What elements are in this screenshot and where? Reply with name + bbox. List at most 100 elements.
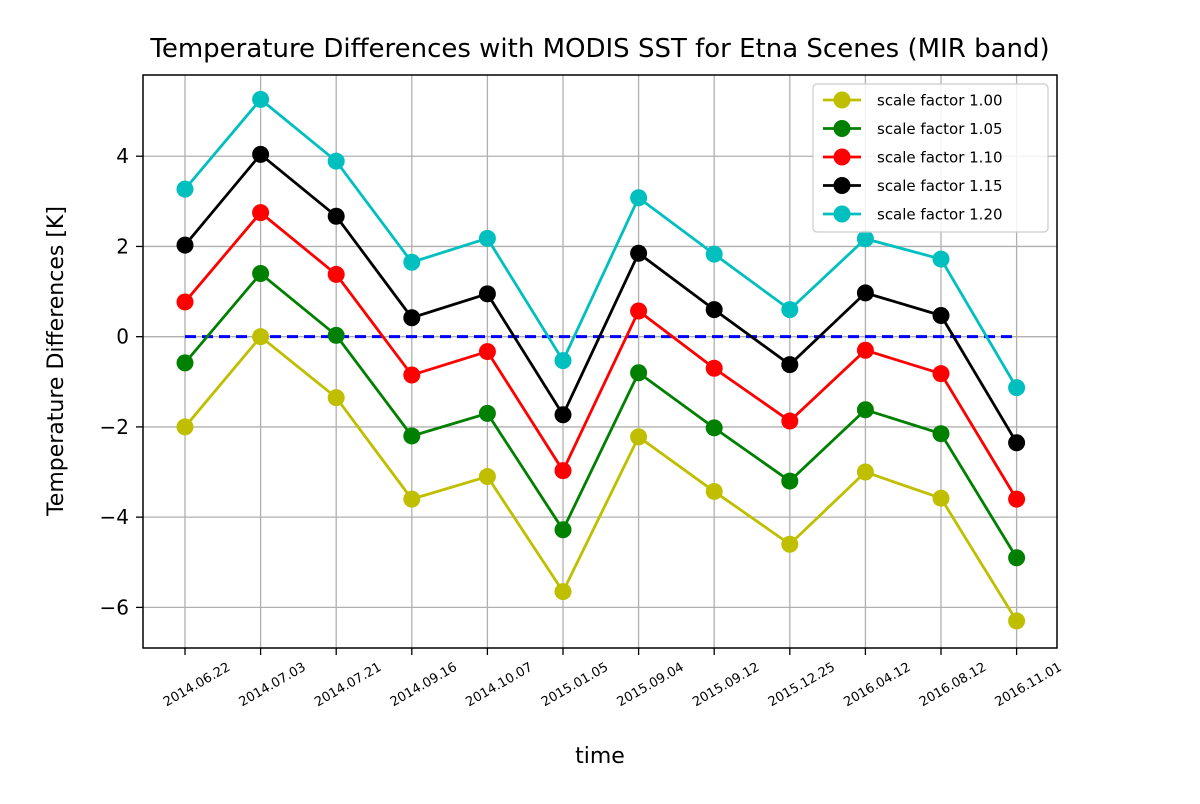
chart-title: Temperature Differences with MODIS SST f… xyxy=(149,34,1049,64)
series-point xyxy=(705,359,723,377)
series-point xyxy=(705,245,723,263)
series-point xyxy=(705,482,723,500)
legend-marker xyxy=(833,91,851,109)
series-point xyxy=(554,583,572,601)
series-point xyxy=(630,364,648,382)
series-line xyxy=(183,271,1018,559)
series-point xyxy=(1008,612,1026,630)
x-tick-label: 2015.01.05 xyxy=(539,660,611,710)
x-tick-label: 2014.07.21 xyxy=(312,660,384,710)
legend-item: scale factor 1.20 xyxy=(823,205,1003,224)
series-point xyxy=(554,462,572,480)
legend-item: scale factor 1.10 xyxy=(823,148,1003,167)
series-point xyxy=(554,521,572,539)
series-point xyxy=(856,284,874,302)
series-line xyxy=(183,210,1018,500)
series-2 xyxy=(176,265,1026,567)
series-point xyxy=(932,489,950,507)
series-3 xyxy=(176,204,1026,508)
series-point xyxy=(932,306,950,324)
series-point xyxy=(630,302,648,320)
series-1 xyxy=(176,328,1026,630)
series-point xyxy=(1008,549,1026,567)
legend-marker xyxy=(833,177,851,194)
series-point xyxy=(856,341,874,359)
series-point xyxy=(478,468,496,486)
series-point xyxy=(327,326,345,344)
x-tick-label: 2016.11.01 xyxy=(993,660,1065,710)
x-tick-label: 2015.09.04 xyxy=(615,660,687,710)
series-point xyxy=(478,229,496,247)
series-point xyxy=(1008,379,1026,397)
series-line xyxy=(183,334,1018,622)
series-point xyxy=(478,285,496,303)
y-tick-label: −6 xyxy=(100,595,129,619)
series-point xyxy=(630,244,648,262)
series-point xyxy=(252,204,270,222)
y-tick-label: 2 xyxy=(116,234,129,258)
series-point xyxy=(176,354,194,372)
series-point xyxy=(856,230,874,248)
series-point xyxy=(781,535,799,553)
x-tick-label: 2014.06.22 xyxy=(161,660,233,710)
series-point xyxy=(327,207,345,225)
legend-box xyxy=(812,83,1049,233)
y-tick-label: −2 xyxy=(100,415,129,439)
series-point xyxy=(252,328,270,346)
x-tick-label: 2014.10.07 xyxy=(463,660,535,710)
y-axis-label: Temperature Differences [K] xyxy=(44,206,69,517)
series-point xyxy=(932,250,950,268)
y-tick-label: −4 xyxy=(100,505,129,529)
series-point xyxy=(176,236,194,254)
series-point xyxy=(554,406,572,424)
x-tick-label: 2014.07.03 xyxy=(237,660,309,710)
series-point xyxy=(781,301,799,319)
series-line xyxy=(183,152,1018,444)
x-tick-label: 2016.04.12 xyxy=(841,660,913,710)
x-axis-label: time xyxy=(575,744,625,769)
legend-item: scale factor 1.05 xyxy=(823,120,1003,138)
series-point xyxy=(327,265,345,283)
legend-label: scale factor 1.05 xyxy=(877,120,1003,138)
legend-marker xyxy=(833,148,851,166)
series-point xyxy=(478,404,496,422)
legend-label: scale factor 1.20 xyxy=(877,206,1003,224)
series-point xyxy=(630,428,648,446)
series-point xyxy=(403,309,421,327)
x-axis: 2014.06.22 2014.07.03 2014.07.21 2014.09.16… xyxy=(161,648,1065,710)
legend-label: scale factor 1.10 xyxy=(877,149,1003,167)
series-line xyxy=(183,97,1018,389)
plot-frame xyxy=(142,74,1058,649)
series-point xyxy=(403,427,421,445)
x-tick-label: 2016.08.12 xyxy=(917,660,989,710)
series-point xyxy=(856,463,874,481)
y-tick-label: 4 xyxy=(116,144,129,168)
series-point xyxy=(478,343,496,361)
series-point xyxy=(176,180,194,198)
series-point xyxy=(705,301,723,319)
series-point xyxy=(403,490,421,508)
series-point xyxy=(781,356,799,374)
series-point xyxy=(554,352,572,370)
series-point xyxy=(1008,434,1026,452)
series-point xyxy=(932,365,950,383)
series-point xyxy=(856,401,874,419)
series-point xyxy=(252,145,270,163)
series-point xyxy=(327,152,345,170)
y-tick-label: 0 xyxy=(116,325,129,349)
series-point xyxy=(176,418,194,436)
series-4 xyxy=(176,145,1026,452)
x-tick-label: 2015.09.12 xyxy=(690,660,762,710)
series-point xyxy=(781,472,799,490)
series-point xyxy=(781,412,799,430)
series-point xyxy=(630,189,648,207)
x-tick-label: 2015.12.25 xyxy=(766,660,838,710)
legend-marker xyxy=(833,205,851,223)
legend: scale factor 1.00 scale factor 1.05 scale … xyxy=(812,83,1049,233)
series-point xyxy=(252,90,270,108)
series-5 xyxy=(176,90,1026,397)
legend-label: scale factor 1.00 xyxy=(877,92,1003,110)
series-layer xyxy=(176,90,1026,630)
legend-item: scale factor 1.00 xyxy=(823,91,1003,110)
